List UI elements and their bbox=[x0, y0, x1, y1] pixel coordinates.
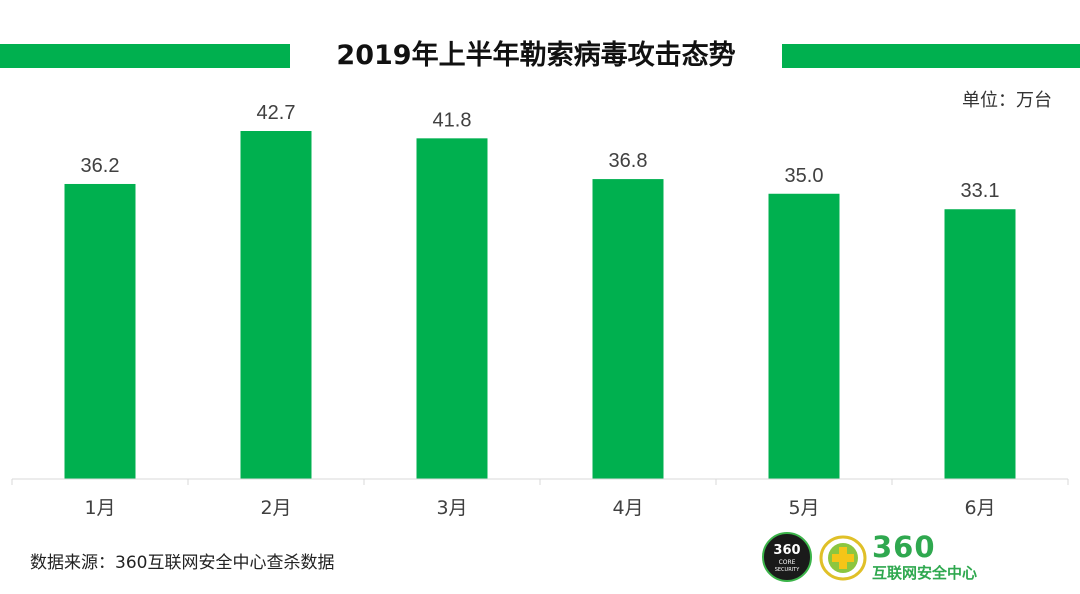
x-axis: 1月 2月 3月 4月 5月 6月 bbox=[11, 478, 1069, 519]
value-label-5: 35.0 bbox=[785, 165, 824, 187]
core-logo-sub2: SECURITY bbox=[774, 567, 800, 573]
bar-3 bbox=[416, 138, 488, 479]
title-band: 2019年上半年勒索病毒攻击态势 bbox=[0, 38, 1080, 74]
value-labels-layer: 36.2 42.7 41.8 36.8 35.0 33.1 bbox=[81, 102, 1000, 202]
bar-6 bbox=[944, 209, 1016, 479]
core-security-logo: 360 CORE SECURITY bbox=[762, 532, 812, 582]
x-tick-label-6: 6月 bbox=[964, 497, 995, 519]
brand-360-logotype: 360 bbox=[872, 530, 936, 564]
bars-layer bbox=[64, 131, 1016, 480]
core-logo-number: 360 bbox=[773, 543, 801, 558]
shield-cross-icon bbox=[819, 535, 867, 581]
value-label-1: 36.2 bbox=[81, 155, 120, 177]
value-label-2: 42.7 bbox=[257, 102, 296, 124]
x-tick-label-3: 3月 bbox=[436, 497, 467, 519]
value-label-4: 36.8 bbox=[609, 150, 648, 172]
bar-1 bbox=[64, 183, 136, 479]
logo-area: 360 CORE SECURITY 360 互联网安全中心 bbox=[762, 530, 1062, 586]
brand-name: 互联网安全中心 bbox=[872, 564, 978, 582]
core-logo-sub1: CORE bbox=[778, 559, 796, 566]
bar-5 bbox=[768, 193, 840, 480]
x-tick-label-2: 2月 bbox=[260, 497, 291, 519]
x-tick-label-1: 1月 bbox=[84, 497, 115, 519]
bar-4 bbox=[592, 179, 664, 480]
x-tick-label-5: 5月 bbox=[788, 497, 819, 519]
value-label-6: 33.1 bbox=[961, 180, 1000, 202]
title-bar-right bbox=[782, 44, 1080, 68]
bar-2 bbox=[240, 131, 312, 479]
x-tick-label-4: 4月 bbox=[612, 497, 643, 519]
value-label-3: 41.8 bbox=[433, 109, 472, 131]
unit-label: 单位：万台 bbox=[962, 90, 1052, 111]
data-source-note: 数据来源：360互联网安全中心查杀数据 bbox=[30, 553, 335, 573]
title-bar-left bbox=[0, 44, 290, 68]
chart-title: 2019年上半年勒索病毒攻击态势 bbox=[336, 40, 736, 71]
